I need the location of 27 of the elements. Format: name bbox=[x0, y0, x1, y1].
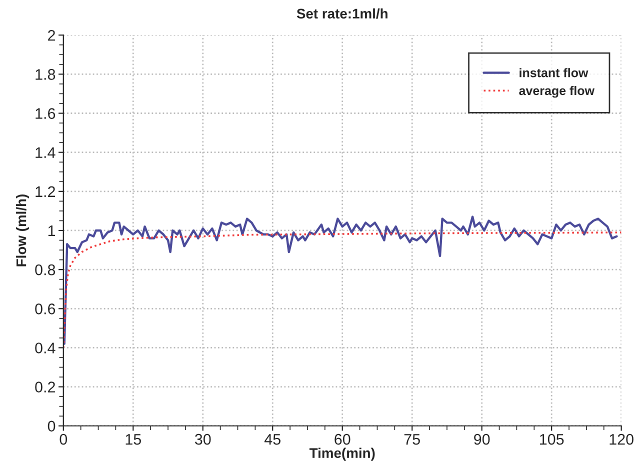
y-tick-label: 1.8 bbox=[36, 69, 56, 80]
legend-label: average flow bbox=[519, 86, 595, 98]
x-tick-label: 30 bbox=[194, 434, 211, 445]
y-tick-label: 0.8 bbox=[35, 264, 56, 276]
x-tick-label: 45 bbox=[264, 434, 280, 445]
y-tick-label: 1.4 bbox=[36, 147, 56, 158]
x-tick-label: 105 bbox=[540, 434, 564, 445]
y-tick-label: 1 bbox=[48, 226, 56, 236]
y-tick-label: 0 bbox=[48, 420, 56, 432]
x-tick-label: 75 bbox=[404, 434, 420, 445]
y-axis-title: Flow (ml/h) bbox=[16, 194, 29, 266]
legend-label: instant flow bbox=[520, 68, 588, 78]
line-series bbox=[63, 232, 622, 349]
y-tick-label: 2 bbox=[48, 30, 55, 41]
x-tick-label: 120 bbox=[610, 434, 634, 445]
y-tick-label: 0.2 bbox=[35, 382, 55, 392]
y-tick-label: 0.4 bbox=[35, 342, 56, 354]
x-tick-label: 0 bbox=[60, 434, 68, 445]
x-tick-label: 15 bbox=[126, 434, 141, 445]
y-tick-label: 1.6 bbox=[36, 108, 56, 119]
x-axis-title: Time(min) bbox=[309, 448, 375, 461]
y-tick-label: 1.2 bbox=[36, 186, 55, 197]
x-tick-label: 60 bbox=[334, 434, 350, 445]
y-tick-label: 0.6 bbox=[35, 304, 56, 314]
line-series bbox=[63, 216, 618, 345]
x-tick-label: 90 bbox=[474, 434, 490, 445]
chart-title: Set rate:1ml/h bbox=[296, 8, 388, 19]
